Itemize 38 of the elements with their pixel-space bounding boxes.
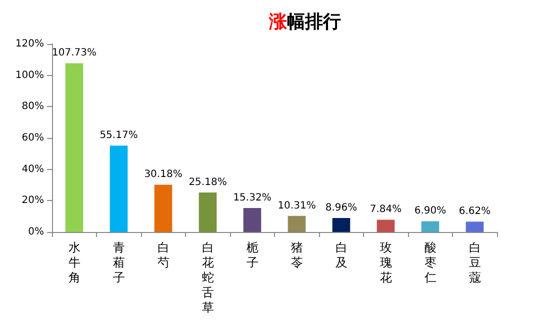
bar: [332, 218, 350, 232]
x-tick-label: 白豆蔻: [468, 240, 481, 284]
bar: [466, 222, 484, 232]
x-tick-label: 白花蛇舌草: [202, 240, 214, 314]
data-label: 7.84%: [370, 204, 402, 216]
x-tick-label: 水牛角: [68, 240, 80, 284]
y-tick-label: 40%: [22, 164, 44, 175]
bar: [198, 192, 217, 232]
data-label: 15.32%: [233, 192, 272, 204]
y-tick-label: 80%: [22, 101, 44, 112]
bar: [288, 216, 306, 232]
bar: [65, 63, 84, 232]
x-tick-label: 栀子: [246, 240, 258, 270]
data-label: 107.73%: [52, 48, 96, 59]
data-label: 25.18%: [188, 177, 227, 188]
y-tick-label: 20%: [22, 195, 44, 206]
bar: [376, 220, 395, 232]
bar: [110, 146, 128, 232]
data-label: 8.96%: [325, 202, 358, 214]
data-label: 10.31%: [278, 200, 316, 212]
y-tick-label: 100%: [15, 70, 44, 81]
data-label: 55.17%: [100, 130, 138, 142]
x-tick-label: 猪苓: [290, 240, 303, 270]
x-tick-label: 酸枣仁: [423, 240, 436, 284]
chart-title: 涨幅排行: [268, 12, 341, 32]
data-label: 6.90%: [414, 206, 446, 217]
data-label: 30.18%: [144, 169, 182, 180]
x-tick-label: 白芍: [157, 240, 170, 270]
x-tick-label: 白及: [335, 240, 348, 270]
y-tick-label: 120%: [15, 38, 44, 50]
bar: [243, 208, 262, 232]
data-label: 6.62%: [458, 206, 491, 218]
x-tick-label: 青葙子: [112, 240, 125, 284]
y-tick-label: 0%: [28, 226, 44, 238]
bar: [154, 184, 172, 232]
y-tick-label: 60%: [22, 132, 44, 144]
bar: [421, 221, 440, 232]
x-tick-label: 玫瑰花: [380, 240, 392, 284]
